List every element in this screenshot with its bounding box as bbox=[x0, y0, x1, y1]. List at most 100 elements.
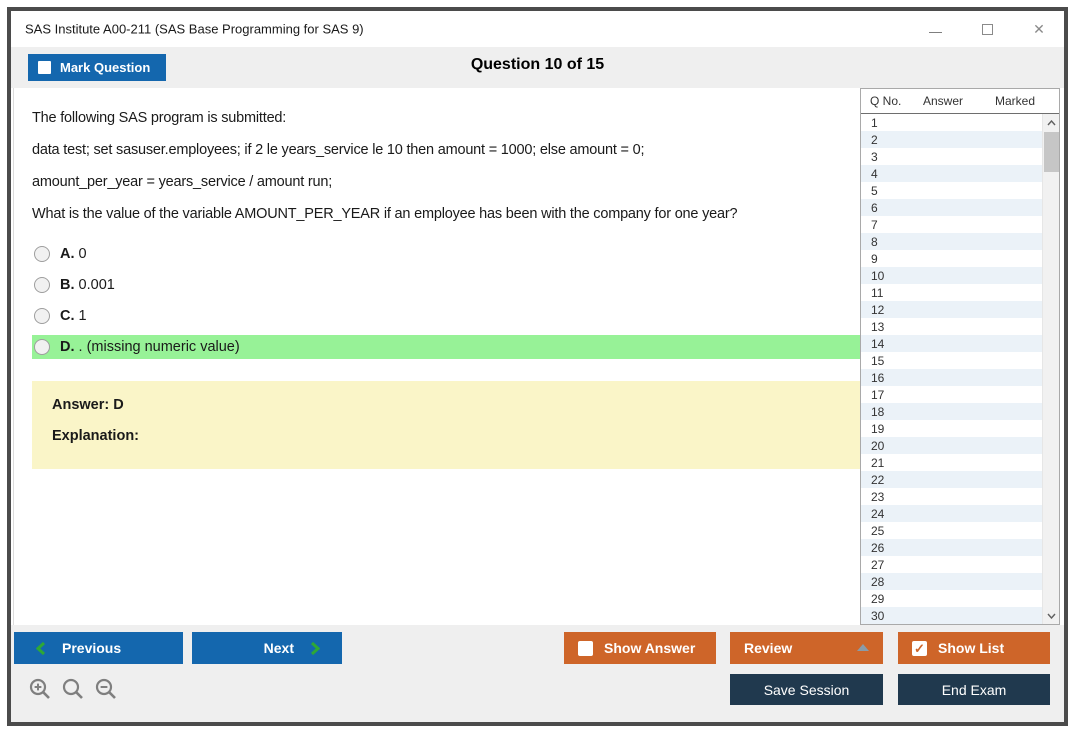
table-row[interactable]: 29 bbox=[861, 590, 1042, 607]
option-d[interactable]: D. . (missing numeric value) bbox=[32, 335, 860, 359]
main-area: The following SAS program is submitted: … bbox=[11, 88, 1064, 625]
table-row[interactable]: 18 bbox=[861, 403, 1042, 420]
table-row[interactable]: 4 bbox=[861, 165, 1042, 182]
options-group: A. 0 B. 0.001 C. 1 D. . (missing numeric… bbox=[32, 242, 860, 359]
table-row[interactable]: 11 bbox=[861, 284, 1042, 301]
next-button[interactable]: Next bbox=[192, 632, 342, 664]
table-row[interactable]: 16 bbox=[861, 369, 1042, 386]
row-question-number: 15 bbox=[871, 353, 885, 368]
window-controls: ✕ bbox=[928, 11, 1046, 47]
table-row[interactable]: 15 bbox=[861, 352, 1042, 369]
zoom-reset-icon[interactable] bbox=[61, 677, 85, 701]
show-answer-button[interactable]: Show Answer bbox=[564, 632, 716, 664]
row-question-number: 6 bbox=[871, 200, 878, 215]
row-question-number: 20 bbox=[871, 438, 885, 453]
chevron-right-icon bbox=[310, 641, 320, 655]
table-row[interactable]: 23 bbox=[861, 488, 1042, 505]
end-exam-button[interactable]: End Exam bbox=[898, 674, 1050, 705]
column-qno: Q No. bbox=[870, 94, 902, 108]
table-row[interactable]: 7 bbox=[861, 216, 1042, 233]
table-row[interactable]: 6 bbox=[861, 199, 1042, 216]
option-label: B. 0.001 bbox=[60, 277, 115, 293]
table-row[interactable]: 14 bbox=[861, 335, 1042, 352]
option-label: A. 0 bbox=[60, 246, 87, 262]
table-row[interactable]: 3 bbox=[861, 148, 1042, 165]
row-question-number: 19 bbox=[871, 421, 885, 436]
row-question-number: 22 bbox=[871, 472, 885, 487]
table-row[interactable]: 25 bbox=[861, 522, 1042, 539]
row-question-number: 12 bbox=[871, 302, 885, 317]
scroll-up-icon[interactable] bbox=[1043, 114, 1059, 131]
radio-icon[interactable] bbox=[34, 308, 50, 324]
radio-icon[interactable] bbox=[34, 246, 50, 262]
review-button[interactable]: Review bbox=[730, 632, 883, 664]
maximize-icon[interactable] bbox=[980, 22, 994, 36]
zoom-in-icon[interactable] bbox=[28, 677, 52, 701]
zoom-out-icon[interactable] bbox=[94, 677, 118, 701]
table-row[interactable]: 22 bbox=[861, 471, 1042, 488]
row-question-number: 17 bbox=[871, 387, 885, 402]
row-question-number: 24 bbox=[871, 506, 885, 521]
table-row[interactable]: 13 bbox=[861, 318, 1042, 335]
scrollbar-thumb[interactable] bbox=[1044, 132, 1059, 172]
table-row[interactable]: 30 bbox=[861, 607, 1042, 624]
table-row[interactable]: 27 bbox=[861, 556, 1042, 573]
show-list-button[interactable]: ✓ Show List bbox=[898, 632, 1050, 664]
question-panel: The following SAS program is submitted: … bbox=[13, 88, 860, 625]
row-question-number: 21 bbox=[871, 455, 885, 470]
answer-text: Answer: D bbox=[52, 397, 124, 413]
table-row[interactable]: 5 bbox=[861, 182, 1042, 199]
table-row[interactable]: 24 bbox=[861, 505, 1042, 522]
table-row[interactable]: 28 bbox=[861, 573, 1042, 590]
option-c[interactable]: C. 1 bbox=[32, 304, 860, 328]
question-list-header: Q No. Answer Marked bbox=[861, 89, 1059, 114]
show-list-checkbox-icon[interactable]: ✓ bbox=[912, 640, 927, 656]
table-row[interactable]: 21 bbox=[861, 454, 1042, 471]
row-question-number: 8 bbox=[871, 234, 878, 249]
option-a[interactable]: A. 0 bbox=[32, 242, 860, 266]
row-question-number: 13 bbox=[871, 319, 885, 334]
option-b[interactable]: B. 0.001 bbox=[32, 273, 860, 297]
minimize-icon[interactable] bbox=[928, 22, 942, 36]
table-row[interactable]: 8 bbox=[861, 233, 1042, 250]
row-question-number: 9 bbox=[871, 251, 878, 266]
table-row[interactable]: 26 bbox=[861, 539, 1042, 556]
explanation-text: Explanation: bbox=[52, 428, 140, 444]
table-row[interactable]: 17 bbox=[861, 386, 1042, 403]
row-question-number: 30 bbox=[871, 608, 885, 623]
question-header-bar: Mark Question Question 10 of 15 bbox=[11, 47, 1064, 88]
table-row[interactable]: 12 bbox=[861, 301, 1042, 318]
question-line: amount_per_year = years_service / amount… bbox=[32, 174, 333, 190]
column-marked: Marked bbox=[995, 94, 1036, 108]
mark-question-checkbox-icon[interactable] bbox=[38, 61, 51, 74]
list-scrollbar[interactable] bbox=[1042, 114, 1059, 624]
row-question-number: 23 bbox=[871, 489, 885, 504]
question-list-rows: 1 2 3 4 5 6 7 8 9 10 11 bbox=[861, 114, 1042, 624]
radio-icon[interactable] bbox=[34, 277, 50, 293]
row-question-number: 3 bbox=[871, 149, 878, 164]
window-title: SAS Institute A00-211 (SAS Base Programm… bbox=[25, 21, 364, 37]
row-question-number: 4 bbox=[871, 166, 878, 181]
table-row[interactable]: 1 bbox=[861, 114, 1042, 131]
previous-button[interactable]: Previous bbox=[14, 632, 183, 664]
close-icon[interactable]: ✕ bbox=[1033, 20, 1045, 37]
row-question-number: 18 bbox=[871, 404, 885, 419]
row-question-number: 16 bbox=[871, 370, 885, 385]
table-row[interactable]: 2 bbox=[861, 131, 1042, 148]
save-session-button[interactable]: Save Session bbox=[730, 674, 883, 705]
title-bar: SAS Institute A00-211 (SAS Base Programm… bbox=[11, 11, 1064, 47]
table-row[interactable]: 20 bbox=[861, 437, 1042, 454]
show-answer-checkbox-icon[interactable] bbox=[578, 640, 593, 656]
zoom-tools bbox=[28, 677, 118, 701]
table-row[interactable]: 9 bbox=[861, 250, 1042, 267]
question-list-panel: Q No. Answer Marked 1 2 3 4 5 6 7 8 bbox=[860, 88, 1060, 625]
column-answer: Answer bbox=[923, 94, 964, 108]
table-row[interactable]: 19 bbox=[861, 420, 1042, 437]
mark-question-button[interactable]: Mark Question bbox=[28, 54, 167, 81]
row-question-number: 14 bbox=[871, 336, 885, 351]
scroll-down-icon[interactable] bbox=[1043, 607, 1059, 624]
table-row[interactable]: 10 bbox=[861, 267, 1042, 284]
radio-icon[interactable] bbox=[34, 339, 50, 355]
option-label: D. . (missing numeric value) bbox=[60, 339, 240, 355]
row-question-number: 7 bbox=[871, 217, 878, 232]
